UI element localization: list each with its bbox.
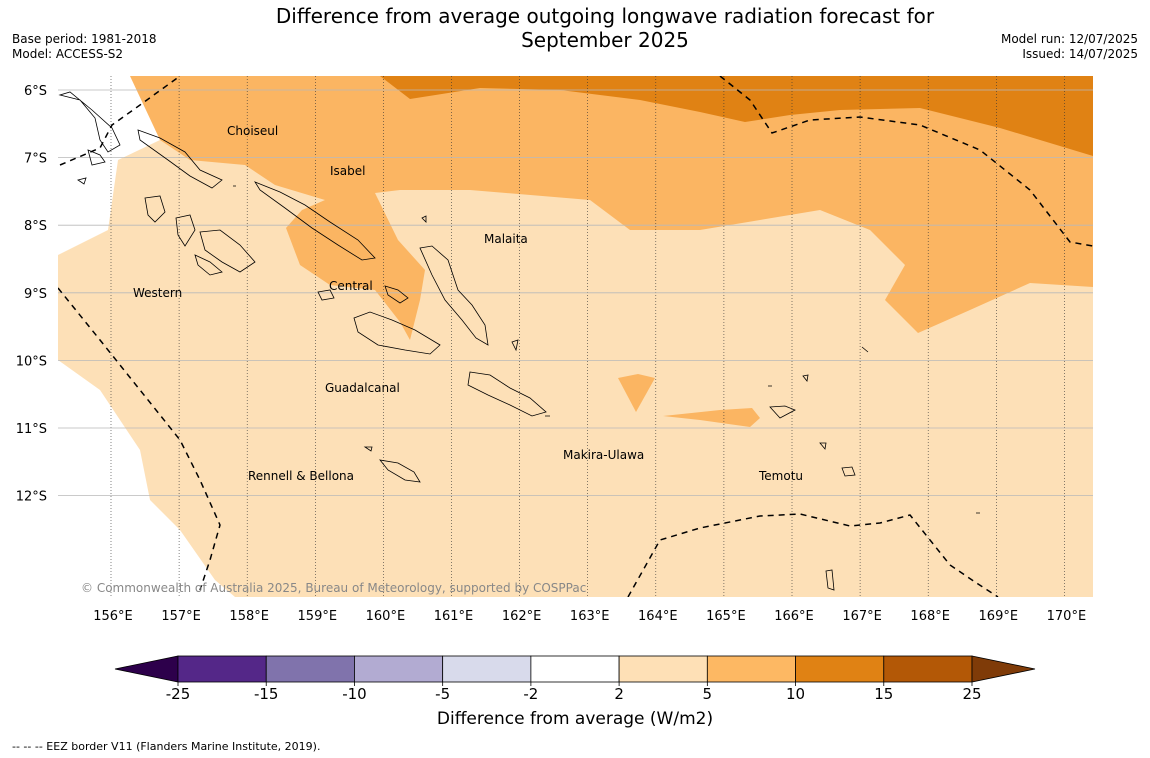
santa-cruz-coast (769, 405, 796, 419)
colorbar-under-extension (114, 655, 179, 683)
lat-tick-label: 8°S (24, 219, 47, 234)
model-run: Model run: 12/07/2025 (1000, 32, 1138, 46)
colorbar-tick-label: 5 (703, 685, 713, 703)
eez-border (58, 76, 1093, 597)
lat-gridlines (58, 89, 1093, 497)
copyright-notice: © Commonwealth of Australia 2025, Bureau… (81, 581, 586, 595)
colorbar-tick-label: -25 (166, 685, 191, 703)
map-area: Choiseul Isabel Malaita Western Central … (58, 76, 1093, 597)
region-label-central: Central (329, 279, 373, 293)
lat-tick-label: 10°S (16, 354, 47, 369)
colorbar-tick-label: 2 (614, 685, 624, 703)
region-label-western: Western (133, 286, 182, 300)
colorbar-title: Difference from average (W/m2) (436, 709, 714, 729)
region-label-malaita: Malaita (484, 232, 528, 246)
lon-tick-label: 158°E (229, 609, 269, 624)
colorbar-tick-label: 15 (874, 685, 893, 703)
title-line-2: September 2025 (521, 28, 689, 52)
lon-tick-label: 156°E (93, 609, 133, 624)
colorbar-segment (883, 655, 973, 683)
colorbar-over-extension (971, 655, 1036, 683)
lat-tick-label: 12°S (16, 490, 47, 505)
lon-tick-label: 170°E (1047, 609, 1087, 624)
meta-right: Model run: 12/07/2025 Issued: 14/07/2025 (1001, 32, 1138, 62)
colorbar-tick-label: -2 (523, 685, 538, 703)
meta-left: Base period: 1981-2018 Model: ACCESS-S2 (12, 32, 157, 62)
malaita-coast (419, 245, 489, 346)
lon-tick-label: 164°E (638, 609, 678, 624)
colorbar-segment (354, 655, 444, 683)
colorbar-tick-label: 25 (962, 685, 981, 703)
lat-tick-label: 9°S (24, 287, 47, 302)
region-label-makira-ulawa: Makira-Ulawa (563, 448, 644, 462)
anomaly-band-10-15 (380, 76, 1093, 156)
bougainville-coast (58, 91, 121, 153)
title-line-1: Difference from average outgoing longwav… (275, 4, 935, 28)
anomaly-band-5-10-patch-a (618, 374, 655, 412)
lat-tick-label: 7°S (24, 152, 47, 167)
colorbar-segment (265, 655, 355, 683)
colorbar-tick-label: -5 (435, 685, 450, 703)
colorbar-tick-label: -10 (342, 685, 367, 703)
region-label-temotu: Temotu (758, 469, 803, 483)
colorbar-segment (795, 655, 885, 683)
latitude-labels: 6°S 7°S 8°S 9°S 10°S 11°S 12°S (16, 84, 47, 505)
lat-tick-label: 11°S (16, 422, 47, 437)
colorbar-tick-label: 10 (786, 685, 805, 703)
lon-tick-label: 167°E (842, 609, 882, 624)
eez-footnote: -- -- -- EEZ border V11 (Flanders Marine… (12, 740, 321, 753)
region-label-guadalcanal: Guadalcanal (325, 381, 400, 395)
colorbar-segment (442, 655, 532, 683)
coastlines (58, 91, 980, 591)
lon-tick-label: 168°E (910, 609, 950, 624)
colorbar-tick-label: -15 (254, 685, 279, 703)
colorbar: -25 -15 -10 -5 -2 2 5 10 15 25 (114, 655, 1036, 703)
colorbar-segment (706, 655, 796, 683)
model-name: Model: ACCESS-S2 (12, 47, 124, 61)
anomaly-band-5-10-patch-b (663, 408, 760, 427)
lat-tick-label: 6°S (24, 84, 47, 99)
anomaly-band-5-10 (130, 76, 1093, 340)
map-title: Difference from average outgoing longwav… (230, 4, 980, 52)
anomaly-band-neutral-south (58, 360, 235, 597)
lon-tick-label: 161°E (434, 609, 474, 624)
lon-tick-label: 162°E (502, 609, 542, 624)
region-labels: Choiseul Isabel Malaita Western Central … (133, 124, 803, 483)
lon-tick-label: 166°E (774, 609, 814, 624)
lon-tick-label: 159°E (298, 609, 338, 624)
new-georgia-coast (175, 214, 196, 247)
lon-tick-label: 169°E (979, 609, 1019, 624)
lon-tick-label: 160°E (366, 609, 406, 624)
colorbar-segment (177, 655, 267, 683)
colorbar-segment (618, 655, 708, 683)
issued-date: Issued: 14/07/2025 (1022, 47, 1138, 61)
lon-tick-label: 163°E (570, 609, 610, 624)
longitude-labels: 156°E 157°E 158°E 159°E 160°E 161°E 162°E 163°E… (93, 609, 1086, 624)
lon-tick-label: 157°E (161, 609, 201, 624)
anomaly-band-neutral-north (58, 76, 160, 255)
guadalcanal-coast (353, 311, 441, 355)
colorbar-segment (530, 655, 620, 683)
region-label-isabel: Isabel (330, 164, 365, 178)
rennell-coast (379, 459, 421, 483)
region-label-choiseul: Choiseul (227, 124, 278, 138)
region-label-rennell-bellona: Rennell & Bellona (248, 469, 354, 483)
base-period: Base period: 1981-2018 (12, 32, 157, 46)
lon-tick-label: 165°E (706, 609, 746, 624)
choiseul-coast (137, 129, 223, 189)
isabel-coast (254, 181, 376, 261)
makira-coast (467, 371, 547, 417)
